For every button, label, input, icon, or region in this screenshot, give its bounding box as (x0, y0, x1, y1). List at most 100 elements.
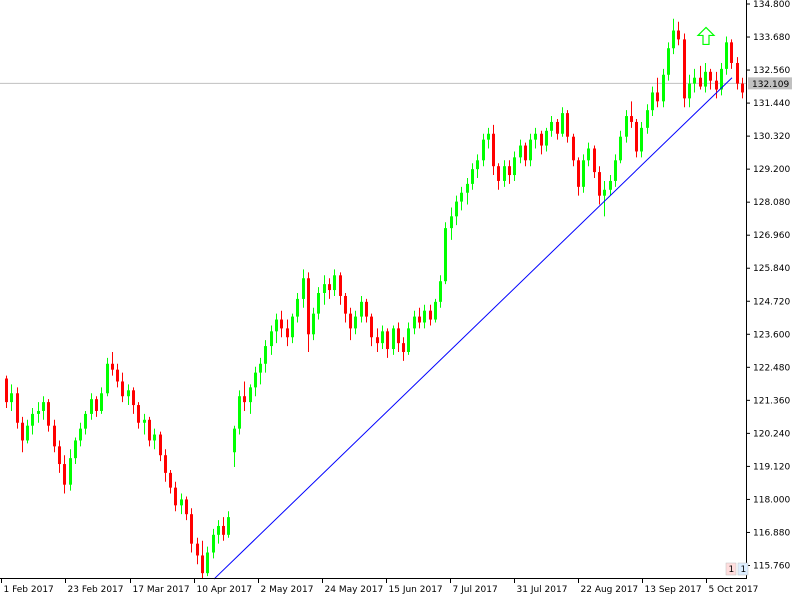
candle[interactable] (598, 166, 601, 205)
candle[interactable] (720, 62, 723, 96)
candle[interactable] (529, 133, 532, 167)
candle[interactable] (26, 419, 29, 444)
candle[interactable] (577, 157, 580, 196)
candle[interactable] (662, 68, 665, 108)
candle[interactable] (418, 307, 421, 329)
candle[interactable] (121, 372, 124, 403)
candle[interactable] (238, 390, 241, 435)
candle[interactable] (609, 175, 612, 196)
candle[interactable] (476, 154, 479, 178)
candle[interactable] (111, 351, 114, 376)
candle[interactable] (466, 177, 469, 205)
candle[interactable] (212, 528, 215, 559)
candle[interactable] (370, 313, 373, 347)
candle[interactable] (79, 422, 82, 447)
candle[interactable] (21, 416, 24, 453)
candle[interactable] (63, 455, 66, 494)
candle[interactable] (148, 416, 151, 447)
candle[interactable] (169, 469, 172, 494)
candle[interactable] (439, 275, 442, 308)
candle[interactable] (100, 387, 103, 414)
candle[interactable] (572, 133, 575, 167)
candle[interactable] (233, 425, 236, 467)
candle[interactable] (683, 33, 686, 108)
candle[interactable] (291, 313, 294, 344)
candle[interactable] (460, 186, 463, 211)
candle[interactable] (328, 278, 331, 299)
candle[interactable] (227, 511, 230, 538)
candle[interactable] (354, 310, 357, 335)
candle[interactable] (519, 139, 522, 164)
candle[interactable] (503, 160, 506, 187)
candle[interactable] (392, 325, 395, 355)
candle[interactable] (254, 366, 257, 397)
candle[interactable] (201, 540, 204, 580)
candle[interactable] (566, 110, 569, 143)
candle[interactable] (434, 298, 437, 323)
candle[interactable] (323, 275, 326, 305)
candle[interactable] (725, 36, 728, 75)
candle[interactable] (90, 393, 93, 420)
candle[interactable] (672, 18, 675, 55)
candle[interactable] (471, 163, 474, 190)
candle[interactable] (386, 328, 389, 358)
candle[interactable] (699, 65, 702, 90)
candle[interactable] (487, 127, 490, 149)
pane-badge[interactable] (725, 562, 737, 576)
candle[interactable] (630, 101, 633, 128)
candle[interactable] (402, 337, 405, 361)
candle[interactable] (106, 357, 109, 397)
candle[interactable] (243, 381, 246, 411)
candle[interactable] (381, 325, 384, 350)
candle[interactable] (513, 151, 516, 181)
candle[interactable] (344, 293, 347, 323)
candle[interactable] (53, 419, 56, 453)
candle[interactable] (450, 207, 453, 240)
candle[interactable] (69, 449, 72, 491)
candle[interactable] (190, 508, 193, 553)
trendline-layer[interactable] (213, 77, 733, 580)
candle[interactable] (741, 77, 744, 99)
candle[interactable] (264, 340, 267, 373)
candle[interactable] (688, 74, 691, 108)
candle[interactable] (84, 410, 87, 435)
candle[interactable] (95, 396, 98, 417)
candle[interactable] (407, 322, 410, 355)
candle[interactable] (625, 110, 628, 143)
candle[interactable] (10, 384, 13, 411)
candle[interactable] (413, 310, 416, 335)
candle[interactable] (222, 517, 225, 541)
candle[interactable] (132, 387, 135, 414)
candle[interactable] (5, 375, 8, 409)
candle[interactable] (715, 71, 718, 99)
candle[interactable] (58, 440, 61, 473)
candle[interactable] (42, 396, 45, 420)
candle[interactable] (593, 145, 596, 178)
candle[interactable] (153, 428, 156, 450)
candle[interactable] (159, 431, 162, 462)
candle[interactable] (677, 21, 680, 46)
candle[interactable] (16, 387, 19, 429)
candle[interactable] (302, 269, 305, 308)
candle[interactable] (534, 127, 537, 149)
candle[interactable] (339, 272, 342, 305)
candle[interactable] (497, 163, 500, 190)
candle[interactable] (709, 68, 712, 90)
candle[interactable] (693, 68, 696, 93)
candle[interactable] (360, 295, 363, 323)
candle[interactable] (545, 127, 548, 152)
candle[interactable] (365, 298, 368, 323)
pane-badge[interactable] (737, 562, 749, 576)
candle[interactable] (349, 307, 352, 341)
candle[interactable] (376, 328, 379, 352)
candle[interactable] (206, 546, 209, 577)
candle[interactable] (164, 449, 167, 482)
candle[interactable] (561, 107, 564, 137)
candle[interactable] (640, 121, 643, 158)
candle[interactable] (259, 357, 262, 385)
candle[interactable] (312, 307, 315, 341)
candle[interactable] (550, 116, 553, 137)
candle[interactable] (429, 304, 432, 326)
candle[interactable] (508, 160, 511, 184)
